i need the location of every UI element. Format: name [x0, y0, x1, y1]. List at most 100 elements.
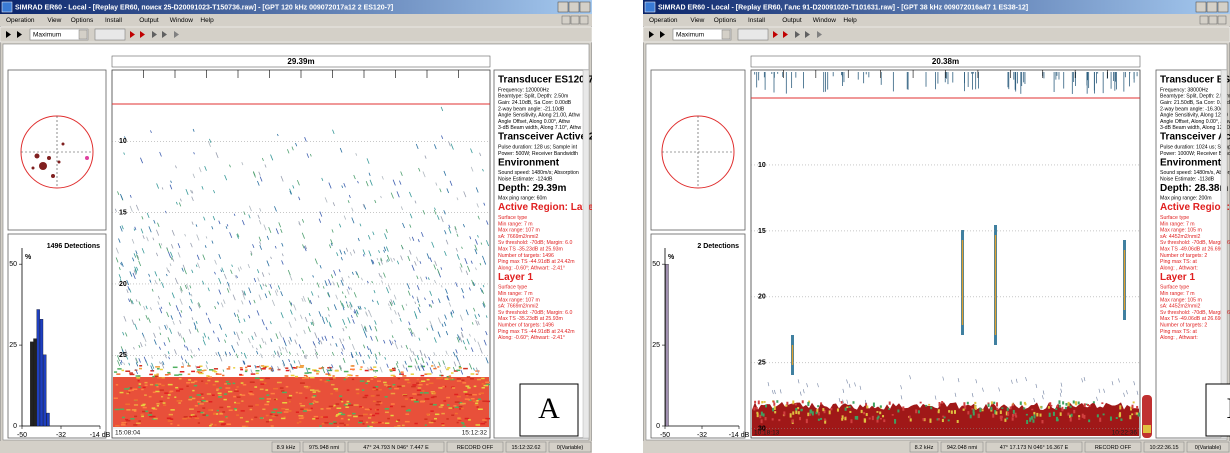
echo-trace: [174, 277, 179, 284]
seabed-speck: [865, 402, 868, 406]
seabed-speck: [362, 396, 368, 399]
echo-trace: [454, 227, 458, 234]
seabed-speck: [259, 397, 265, 400]
seabed-speck: [318, 367, 322, 370]
mdi-minimize[interactable]: [561, 15, 571, 25]
mdi-restore[interactable]: [570, 15, 580, 25]
echo-trace: [416, 285, 420, 291]
echo-trace: [414, 365, 418, 371]
seabed-speck: [273, 408, 278, 410]
echo-trace: [259, 284, 263, 290]
echo-trace: [420, 363, 423, 369]
mdi-close[interactable]: [1217, 15, 1227, 25]
echo-trace: [167, 351, 170, 355]
seabed-speck: [332, 405, 335, 408]
histogram-bar: [665, 264, 669, 427]
menu-item[interactable]: Operation: [649, 17, 678, 24]
seabed-speck: [305, 375, 309, 378]
echo-trace: [170, 251, 174, 258]
echo-trace: [365, 311, 369, 317]
mdi-restore[interactable]: [1208, 15, 1218, 25]
seabed-speck: [347, 402, 351, 405]
echo-trace: [954, 392, 957, 397]
seabed-speck: [182, 417, 187, 420]
menu-item[interactable]: Help: [843, 17, 857, 24]
seabed-speck: [265, 421, 269, 423]
echo-trace: [252, 244, 255, 249]
toolbar-button[interactable]: [817, 31, 822, 38]
seabed-speck: [133, 410, 137, 412]
toolbar-button[interactable]: [795, 31, 800, 38]
menu-item[interactable]: Window: [170, 17, 193, 24]
seabed-speck: [990, 406, 993, 411]
echo-trace: [461, 246, 463, 250]
toolbar-field[interactable]: [737, 28, 769, 41]
seabed-speck: [271, 411, 276, 414]
echo-trace: [474, 244, 478, 251]
seabed-speck: [222, 374, 225, 377]
toolbar-button[interactable]: [6, 31, 11, 38]
toolbar-button[interactable]: [805, 31, 810, 38]
toolbar-button[interactable]: [17, 31, 22, 38]
echo-trace: [212, 330, 215, 334]
seabed-speck: [456, 421, 459, 424]
echo-trace: [443, 321, 447, 327]
info-line: Min range: 7 m: [1160, 221, 1195, 227]
seabed-speck: [424, 398, 430, 400]
seabed-speck: [405, 413, 410, 415]
seabed-speck: [248, 392, 253, 395]
menu-item[interactable]: Install: [748, 17, 766, 24]
echo-trace: [266, 260, 270, 267]
echo-trace: [430, 324, 434, 331]
toolbar-button[interactable]: [174, 31, 179, 38]
seabed-speck: [923, 418, 926, 422]
mdi-minimize[interactable]: [1199, 15, 1209, 25]
echo-trace: [444, 230, 447, 235]
menu-item[interactable]: View: [690, 17, 704, 24]
toolbar-field[interactable]: [94, 28, 126, 41]
menu-item[interactable]: Output: [139, 17, 159, 24]
toolbar-button[interactable]: [660, 31, 665, 38]
menu-item[interactable]: Output: [782, 17, 802, 24]
menu-item[interactable]: Options: [714, 17, 737, 24]
seabed-speck: [888, 401, 891, 405]
window: SIMRAD ER60 - Local - [Replay ER60, Галс…: [643, 0, 1230, 453]
seabed-speck: [373, 376, 377, 378]
toolbar-button[interactable]: [783, 31, 788, 38]
seabed-speck: [339, 395, 343, 397]
menu-item[interactable]: Window: [813, 17, 836, 24]
toolbar-button[interactable]: [649, 31, 654, 38]
close-button[interactable]: [1217, 1, 1229, 13]
toolbar-button[interactable]: [130, 31, 135, 38]
seabed-speck: [929, 418, 932, 423]
menu-item[interactable]: Install: [105, 17, 123, 24]
window: SIMRAD ER60 - Local - [Replay ER60, поис…: [0, 0, 592, 453]
seabed-speck: [458, 402, 463, 404]
maximize-button[interactable]: [1206, 1, 1218, 13]
info-line: 2-way beam angle: -21.10dB: [498, 106, 565, 112]
menu-item[interactable]: View: [47, 17, 61, 24]
toolbar-select[interactable]: [672, 28, 732, 41]
echo-trace: [387, 284, 391, 291]
toolbar-button[interactable]: [162, 31, 167, 38]
minimize-button[interactable]: [557, 1, 569, 13]
minimize-button[interactable]: [1195, 1, 1207, 13]
echo-trace: [359, 223, 362, 227]
menu-item[interactable]: Options: [71, 17, 94, 24]
menu-item[interactable]: Help: [200, 17, 214, 24]
echo-trace: [416, 296, 419, 301]
toolbar-button[interactable]: [140, 31, 145, 38]
toolbar-select[interactable]: [29, 28, 89, 41]
close-button[interactable]: [579, 1, 591, 13]
maximize-button[interactable]: [568, 1, 580, 13]
seabed-speck: [319, 379, 323, 381]
echo-trace: [438, 361, 441, 367]
echo-trace: [191, 317, 194, 321]
seabed-speck: [294, 367, 298, 369]
seabed-speck: [1137, 412, 1140, 417]
mdi-close[interactable]: [579, 15, 589, 25]
menu-item[interactable]: Operation: [6, 17, 35, 24]
toolbar-button[interactable]: [152, 31, 157, 38]
echo-trace: [429, 367, 433, 374]
toolbar-button[interactable]: [773, 31, 778, 38]
